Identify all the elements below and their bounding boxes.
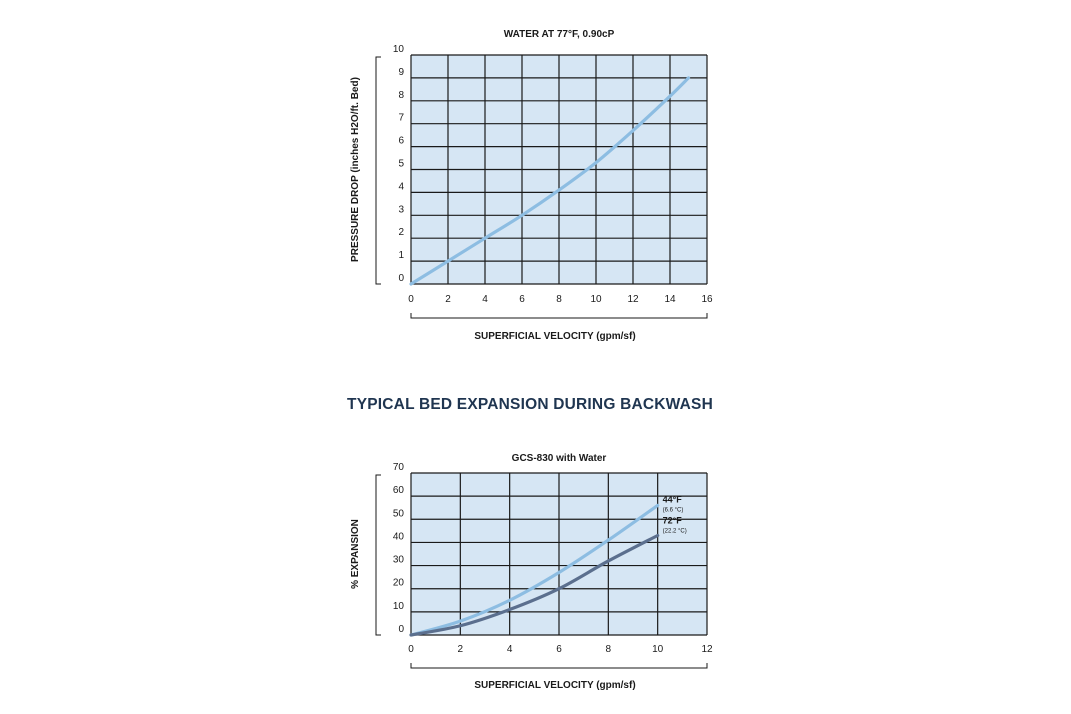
y-tick-label: 0: [398, 273, 404, 284]
x-axis-label: SUPERFICIAL VELOCITY (gpm/sf): [474, 680, 635, 691]
y-tick-label: 0: [398, 624, 404, 635]
y-tick-label: 2: [398, 227, 404, 238]
x-tick-label: 8: [556, 294, 562, 305]
x-tick-label: 0: [408, 294, 414, 305]
y-tick-label: 4: [398, 181, 404, 192]
series-line-1: [409, 76, 691, 286]
y-tick-label: 40: [393, 531, 405, 542]
y-tick-label: 3: [398, 204, 404, 215]
y-tick-label: 30: [393, 555, 405, 566]
x-axis-label: SUPERFICIAL VELOCITY (gpm/sf): [474, 331, 635, 342]
x-tick-label: 16: [701, 294, 713, 305]
x-tick-label: 4: [482, 294, 488, 305]
y-tick-label: 50: [393, 508, 405, 519]
x-tick-label: 10: [652, 644, 664, 655]
y-tick-label: 1: [398, 250, 404, 261]
y-tick-label: 5: [398, 159, 404, 170]
y-axis-label: PRESSURE DROP (inches H2O/ft. Bed): [350, 77, 361, 262]
x-tick-label: 8: [606, 644, 612, 655]
chart-title: GCS-830 with Water: [512, 453, 607, 464]
y-tick-label: 10: [393, 601, 405, 612]
x-axis-bracket: [410, 313, 708, 319]
y-tick-label: 10: [393, 44, 405, 55]
x-tick-label: 12: [627, 294, 639, 305]
y-axis-bracket: [375, 56, 381, 285]
chart-title: WATER AT 77°F, 0.90cP: [504, 29, 615, 40]
x-tick-label: 6: [519, 294, 525, 305]
section-heading: TYPICAL BED EXPANSION DURING BACKWASH: [347, 396, 713, 413]
y-tick-label: 8: [398, 90, 404, 101]
y-tick-label: 9: [398, 67, 404, 78]
x-tick-label: 6: [556, 644, 562, 655]
series-label: 44°F: [663, 494, 683, 504]
y-tick-label: 6: [398, 136, 404, 147]
series-sublabel: (6.6 °C): [663, 507, 684, 513]
y-tick-label: 20: [393, 578, 405, 589]
x-tick-label: 2: [445, 294, 451, 305]
x-axis-bracket: [410, 663, 708, 669]
chart-2: GCS-830 with Water 0 2 4 6 8 10 12 0 10 20 30 40 50 60…: [350, 453, 713, 691]
x-tick-label: 12: [701, 644, 713, 655]
y-axis-bracket: [375, 474, 381, 636]
series-line-2: [409, 533, 660, 637]
y-axis-label: % EXPANSION: [350, 519, 361, 589]
y-tick-label: 70: [393, 462, 405, 473]
x-tick-label: 14: [664, 294, 676, 305]
y-tick-label: 7: [398, 113, 404, 124]
series-label: 72°F: [663, 515, 683, 525]
x-tick-label: 4: [507, 644, 513, 655]
x-tick-label: 0: [408, 644, 414, 655]
x-tick-label: 2: [458, 644, 464, 655]
x-tick-label: 10: [590, 294, 602, 305]
series-sublabel: (22.2 °C): [663, 528, 687, 534]
y-tick-label: 60: [393, 485, 405, 496]
series-line-1: [409, 503, 660, 637]
